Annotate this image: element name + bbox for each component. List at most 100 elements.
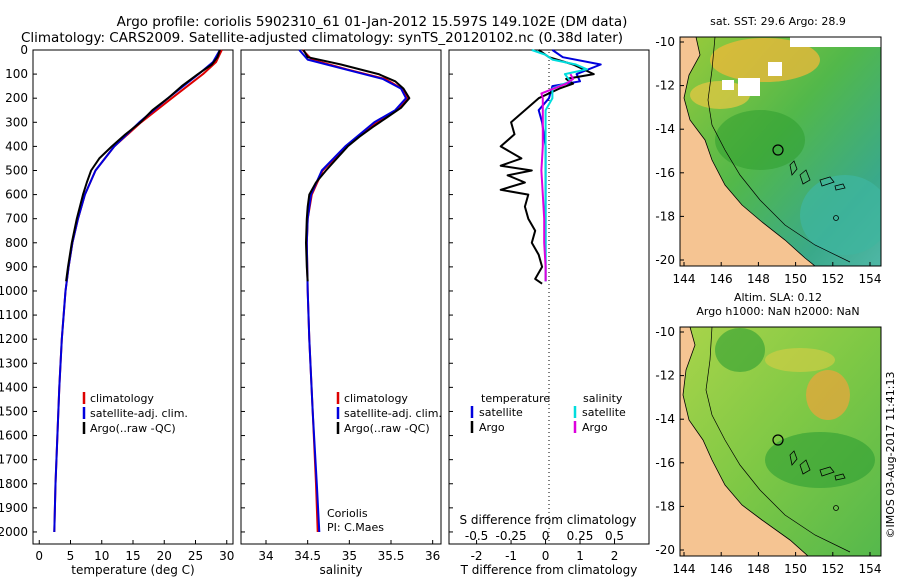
sla-map-frame	[679, 326, 882, 557]
temperature-x-axis: 0 5 10 15 20 25 30	[35, 540, 234, 563]
depth-tick-label: 400	[5, 139, 28, 153]
salinity-x-axis: 34 34.5 35 35.5 36	[258, 540, 440, 563]
sla-low-patch	[765, 432, 875, 488]
legend-satellite-label: satellite-adj. clim.	[344, 407, 442, 420]
s-difference-axis-label: S difference from climatology	[460, 513, 637, 527]
legend-argo-label: Argo(..raw -QC)	[90, 422, 176, 435]
sla-map	[680, 327, 881, 556]
lat-tick-label: -16	[655, 166, 675, 180]
lat-tick-label: -10	[655, 35, 675, 49]
institution-label: Coriolis	[327, 507, 368, 520]
lon-tick-label: 144	[673, 272, 696, 286]
depth-tick-label: 2000	[0, 525, 28, 539]
sla-map-land	[680, 327, 809, 556]
depth-tick-label: 800	[5, 236, 28, 250]
x-tick-label: 30	[219, 549, 234, 563]
sla-map-subtitle: Argo h1000: NaN h2000: NaN	[696, 305, 859, 318]
x-tick-label: 15	[125, 549, 140, 563]
lon-tick-label: 152	[821, 562, 844, 576]
depth-tick-label: 200	[5, 91, 28, 105]
legend-salinity-heading: salinity	[583, 392, 623, 405]
x-tick-label: 0	[35, 549, 43, 563]
lat-tick-label: -20	[655, 253, 675, 267]
lon-tick-label: 154	[859, 562, 882, 576]
legend-s-satellite-label: satellite	[582, 406, 626, 419]
lat-tick-label: -16	[655, 456, 675, 470]
s-diff-tick-label: 0.25	[567, 529, 594, 543]
x-tick-label: 1	[576, 549, 584, 563]
salinity-axis-label: salinity	[319, 563, 362, 577]
depth-tick-label: 1300	[0, 356, 28, 370]
lon-tick-label: 150	[784, 272, 807, 286]
sst-green-patch	[715, 110, 805, 170]
lat-tick-label: -18	[655, 499, 675, 513]
sst-cool-patch	[800, 175, 881, 255]
series-line-satellite-adj-clim	[53, 49, 221, 533]
lon-tick-label: 144	[673, 562, 696, 576]
series-line-satellite-adj-clim	[298, 49, 407, 533]
legend-t-argo-label: Argo	[479, 421, 505, 434]
legend-satellite-label: satellite-adj. clim.	[90, 407, 188, 420]
x-tick-label: -2	[471, 549, 483, 563]
lat-tick-label: -18	[655, 209, 675, 223]
sla-map-reef	[789, 450, 846, 481]
difference-x-axis: -2 -1 0 1 2 -0.5 -0.25 0 0.25 0.5	[465, 529, 624, 563]
lat-tick-label: -12	[655, 369, 675, 383]
series-layer	[53, 49, 602, 533]
x-tick-label: 34	[258, 549, 273, 563]
lon-tick-label: 146	[710, 272, 733, 286]
sst-map	[680, 37, 881, 266]
x-tick-label: 34.5	[294, 549, 321, 563]
lat-tick-label: -12	[655, 79, 675, 93]
series-line-argo-raw-qc	[302, 49, 411, 282]
depth-tick-label: 900	[5, 260, 28, 274]
sla-map-reef	[833, 505, 839, 511]
s-diff-tick-label: -0.5	[465, 529, 488, 543]
lat-tick-label: -20	[655, 543, 675, 557]
x-tick-label: 20	[157, 549, 172, 563]
lat-tick-label: -10	[655, 325, 675, 339]
depth-tick-label: 1000	[0, 284, 28, 298]
header-title-line1: Argo profile: coriolis 5902310_61 01-Jan…	[117, 14, 628, 30]
legend-t-satellite-label: satellite	[479, 406, 523, 419]
x-tick-label: 5	[67, 549, 75, 563]
legend-s-argo-label: Argo	[582, 421, 608, 434]
x-tick-label: 2	[611, 549, 619, 563]
s-diff-tick-label: 0.5	[605, 529, 624, 543]
header-title-line2: Climatology: CARS2009. Satellite-adjuste…	[21, 30, 623, 46]
sla-high-patch	[765, 348, 835, 372]
sla-map-isobath	[705, 327, 851, 553]
depth-tick-label: 1400	[0, 380, 28, 394]
argo-position-marker	[772, 434, 784, 446]
depth-tick-label: 300	[5, 115, 28, 129]
depth-tick-label: 1200	[0, 332, 28, 346]
lon-tick-label: 148	[747, 562, 770, 576]
t-difference-axis-label: T difference from climatology	[460, 563, 638, 577]
sst-warm-patch	[710, 38, 820, 82]
depth-tick-label: 1900	[0, 501, 28, 515]
sst-map-land	[680, 37, 816, 266]
lon-tick-label: 146	[710, 562, 733, 576]
pi-label: PI: C.Maes	[327, 521, 384, 534]
depth-tick-label: 1700	[0, 453, 28, 467]
sla-map-axes: -10 -12 -14 -16 -18 -20 144 146 148 150 152 154	[655, 325, 881, 576]
depth-tick-label: 600	[5, 188, 28, 202]
lon-tick-label: 152	[821, 272, 844, 286]
sst-map-reef	[789, 160, 846, 191]
sst-missing-data	[790, 37, 881, 47]
sst-missing-data	[722, 80, 734, 90]
sst-missing-data	[738, 78, 760, 96]
series-line-temperature-argo	[499, 49, 595, 285]
sst-map-reef	[833, 215, 839, 221]
difference-legend: temperature salinity satellite Argo sate…	[470, 392, 626, 434]
depth-tick-label: 1100	[0, 308, 28, 322]
depth-tick-label: 100	[5, 67, 28, 81]
s-diff-tick-label: -0.25	[496, 529, 527, 543]
depth-tick-label: 500	[5, 163, 28, 177]
lon-tick-label: 154	[859, 272, 882, 286]
lat-tick-label: -14	[655, 412, 675, 426]
temperature-legend: climatology satellite-adj. clim. Argo(..…	[82, 392, 188, 435]
temperature-panel-frame	[32, 49, 234, 545]
series-line-argo-raw-qc	[65, 49, 221, 282]
depth-axis: 0 100 200 300 400 500 600 700 800 900 1000 1100 1200…	[0, 43, 453, 539]
